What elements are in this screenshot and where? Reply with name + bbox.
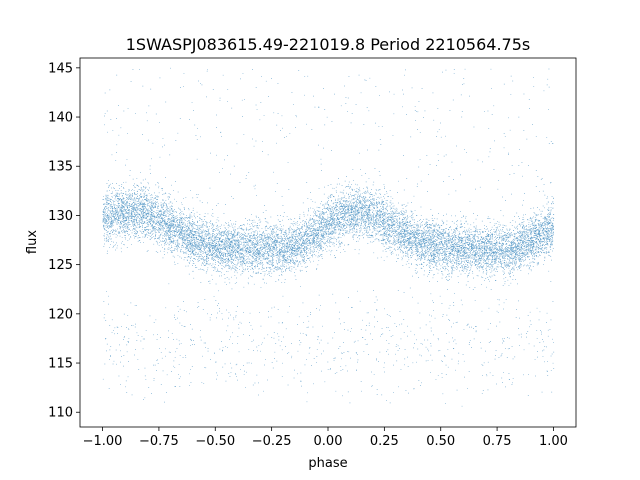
y-axis-label: flux bbox=[25, 230, 40, 254]
y-tick-label: 135 bbox=[48, 160, 73, 175]
y-tick-label: 125 bbox=[48, 258, 73, 273]
y-tick-label: 130 bbox=[48, 209, 73, 224]
chart-title: 1SWASPJ083615.49-221019.8 Period 2210564… bbox=[126, 35, 531, 54]
x-tick-label: −1.00 bbox=[83, 434, 123, 449]
data-points bbox=[102, 67, 555, 407]
x-tick-label: 0.75 bbox=[483, 434, 512, 449]
y-tick-label: 115 bbox=[48, 357, 73, 372]
y-tick-label: 140 bbox=[48, 111, 73, 126]
x-tick-label: 1.00 bbox=[539, 434, 568, 449]
y-tick-label: 110 bbox=[48, 406, 73, 421]
x-axis-label: phase bbox=[308, 456, 347, 471]
x-tick-label: 0.00 bbox=[314, 434, 343, 449]
x-tick-label: 0.25 bbox=[370, 434, 399, 449]
x-tick-label: −0.50 bbox=[195, 434, 235, 449]
x-tick-label: −0.25 bbox=[252, 434, 292, 449]
y-axis-ticks: 110 115 120 125 130 135 140 145 bbox=[48, 61, 80, 421]
y-tick-label: 120 bbox=[48, 307, 73, 322]
x-tick-label: −0.75 bbox=[139, 434, 179, 449]
x-axis-ticks: −1.00 −0.75 −0.50 −0.25 0.00 0.25 0.50 0.75 1.00 bbox=[83, 427, 568, 449]
x-tick-label: 0.50 bbox=[426, 434, 455, 449]
scatter-points bbox=[102, 67, 555, 407]
y-tick-label: 145 bbox=[48, 61, 73, 76]
